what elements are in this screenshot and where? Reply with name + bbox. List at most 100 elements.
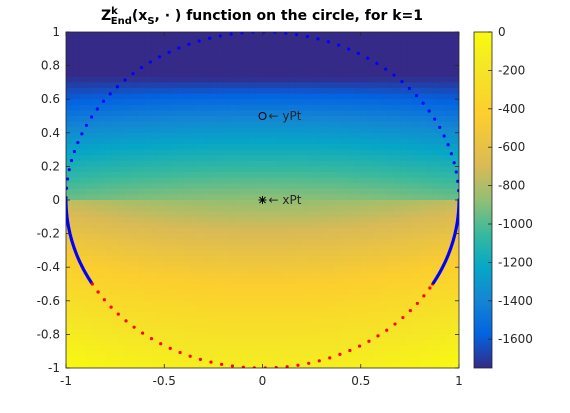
heatmap-cell bbox=[111, 228, 119, 235]
heatmap-cell bbox=[328, 278, 336, 285]
heatmap-cell bbox=[216, 356, 224, 363]
heatmap-cell bbox=[72, 211, 80, 218]
heatmap-cell bbox=[72, 54, 80, 61]
heatmap-cell bbox=[183, 334, 192, 341]
heatmap-cell bbox=[223, 278, 231, 285]
heatmap-cell bbox=[275, 211, 283, 218]
heatmap-cell bbox=[249, 110, 257, 117]
heatmap-cell bbox=[98, 351, 106, 358]
heatmap-cell bbox=[190, 323, 198, 330]
heatmap-cell bbox=[131, 121, 139, 128]
heatmap-cell bbox=[118, 362, 126, 368]
heatmap-cell bbox=[314, 211, 323, 218]
point-label-xpt: ← xPt bbox=[269, 193, 302, 207]
heatmap-cell bbox=[445, 312, 454, 319]
heatmap-cell bbox=[92, 160, 100, 167]
heatmap-cell bbox=[131, 160, 139, 167]
heatmap-cell bbox=[177, 82, 185, 89]
heatmap-cell bbox=[367, 82, 375, 89]
heatmap-cell bbox=[262, 351, 270, 358]
heatmap-cell bbox=[262, 205, 270, 212]
heatmap-cell bbox=[308, 239, 316, 246]
heatmap-cell bbox=[445, 155, 454, 162]
heatmap-cell bbox=[452, 300, 459, 307]
heatmap-cell bbox=[400, 239, 408, 246]
heatmap-cell bbox=[295, 351, 303, 358]
heatmap-cell bbox=[131, 71, 139, 78]
heatmap-cell bbox=[190, 166, 198, 173]
heatmap-cell bbox=[210, 155, 218, 162]
heatmap-cell bbox=[426, 256, 434, 263]
heatmap-cell bbox=[229, 295, 237, 302]
heatmap-cell bbox=[183, 144, 192, 151]
heatmap-cell bbox=[426, 351, 434, 358]
heatmap-cell bbox=[262, 54, 270, 61]
heatmap-cell bbox=[177, 334, 185, 341]
heatmap-cell bbox=[445, 183, 454, 190]
heatmap-cell bbox=[295, 317, 303, 324]
heatmap-cell bbox=[236, 93, 244, 100]
heatmap-cell bbox=[92, 104, 100, 111]
heatmap-cell bbox=[111, 200, 119, 207]
circle-point-blue bbox=[177, 46, 181, 50]
heatmap-cell bbox=[203, 239, 211, 246]
heatmap-cell bbox=[255, 65, 264, 72]
heatmap-cell bbox=[66, 48, 74, 55]
heatmap-cell bbox=[354, 351, 362, 358]
heatmap-cell bbox=[124, 177, 133, 184]
heatmap-cell bbox=[72, 76, 80, 83]
heatmap-cell bbox=[98, 104, 106, 111]
heatmap-cell bbox=[295, 356, 303, 363]
heatmap-cell bbox=[419, 205, 427, 212]
heatmap-cell bbox=[295, 228, 303, 235]
heatmap-cell bbox=[131, 306, 139, 313]
heatmap-cell bbox=[151, 351, 159, 358]
heatmap-cell bbox=[131, 345, 139, 352]
heatmap-cell bbox=[170, 351, 178, 358]
heatmap-cell bbox=[124, 334, 133, 341]
heatmap-cell bbox=[223, 160, 231, 167]
heatmap-cell bbox=[269, 188, 277, 195]
heatmap-cell bbox=[151, 272, 159, 279]
heatmap-cell bbox=[190, 104, 198, 111]
heatmap-cell bbox=[118, 356, 126, 363]
heatmap-cell bbox=[183, 239, 192, 246]
heatmap-cell bbox=[197, 228, 205, 235]
heatmap-cell bbox=[400, 172, 408, 179]
heatmap-cell bbox=[314, 155, 323, 162]
heatmap-cell bbox=[79, 116, 87, 123]
heatmap-cell bbox=[105, 300, 113, 307]
heatmap-cell bbox=[92, 88, 100, 95]
heatmap-cell bbox=[92, 99, 100, 106]
heatmap-cell bbox=[164, 356, 172, 363]
heatmap-cell bbox=[92, 205, 100, 212]
heatmap-cell bbox=[406, 211, 414, 218]
heatmap-cell bbox=[216, 194, 224, 201]
heatmap-cell bbox=[164, 250, 172, 257]
heatmap-cell bbox=[373, 188, 381, 195]
heatmap-cell bbox=[249, 132, 257, 139]
heatmap-cell bbox=[131, 250, 139, 257]
heatmap-cell bbox=[177, 256, 185, 263]
heatmap-cell bbox=[144, 334, 152, 341]
heatmap-cell bbox=[269, 222, 277, 229]
heatmap-cell bbox=[360, 76, 368, 83]
heatmap-cell bbox=[210, 121, 218, 128]
heatmap-cell bbox=[406, 76, 414, 83]
heatmap-cell bbox=[242, 149, 250, 156]
heatmap-cell bbox=[255, 116, 264, 123]
heatmap-cell bbox=[229, 306, 237, 313]
heatmap-cell bbox=[445, 166, 454, 173]
heatmap-cell bbox=[157, 155, 165, 162]
heatmap-cell bbox=[229, 155, 237, 162]
heatmap-cell bbox=[426, 272, 434, 279]
heatmap-cell bbox=[282, 334, 290, 341]
heatmap-cell bbox=[190, 351, 198, 358]
heatmap-cell bbox=[118, 93, 126, 100]
heatmap-cell bbox=[301, 351, 309, 358]
heatmap-cell bbox=[314, 166, 323, 173]
circle-point-blue bbox=[139, 66, 144, 70]
heatmap-cell bbox=[413, 76, 421, 83]
heatmap-cell bbox=[98, 155, 106, 162]
heatmap-cell bbox=[111, 284, 119, 291]
